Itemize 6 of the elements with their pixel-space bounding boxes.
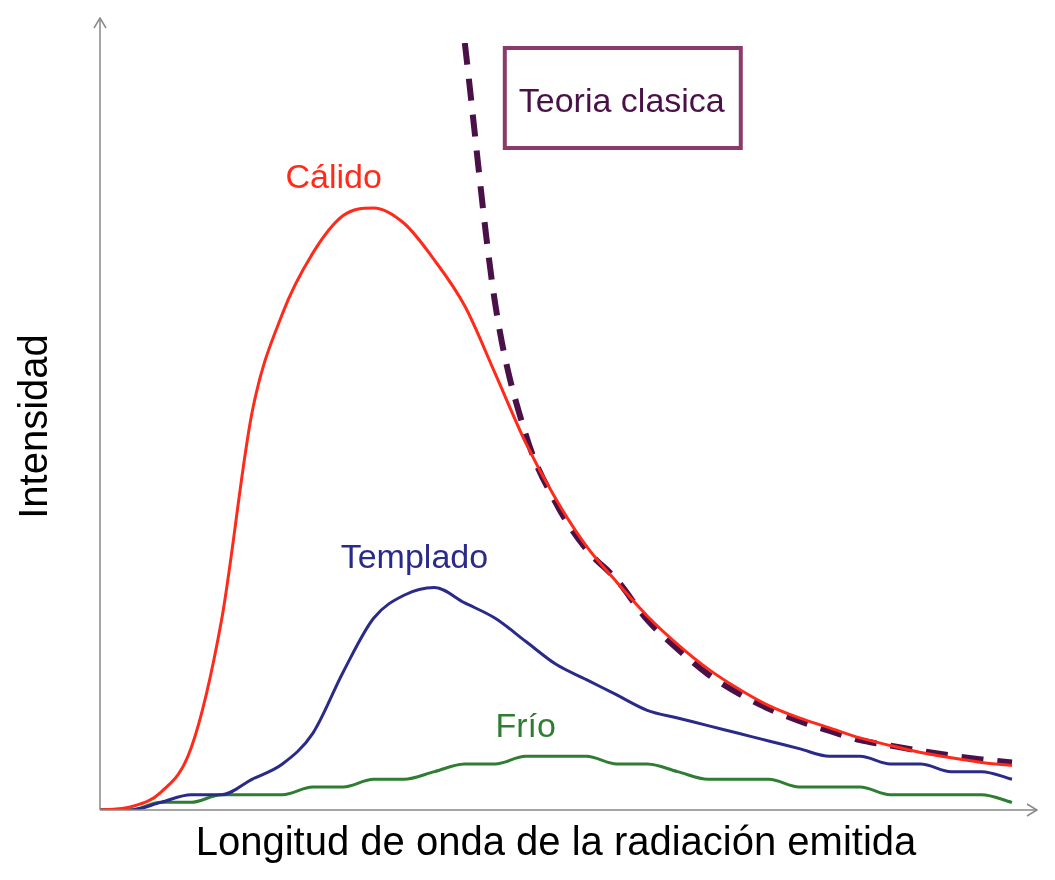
- y-axis-title: Intensidad: [11, 334, 56, 519]
- series-label: Frío: [495, 705, 556, 744]
- series-label: Teoria clasica: [518, 81, 725, 120]
- x-axis-title: Longitud de onda de la radiación emitida: [195, 819, 918, 864]
- series-label: Templado: [340, 536, 489, 575]
- series-label: Cálido: [285, 157, 382, 196]
